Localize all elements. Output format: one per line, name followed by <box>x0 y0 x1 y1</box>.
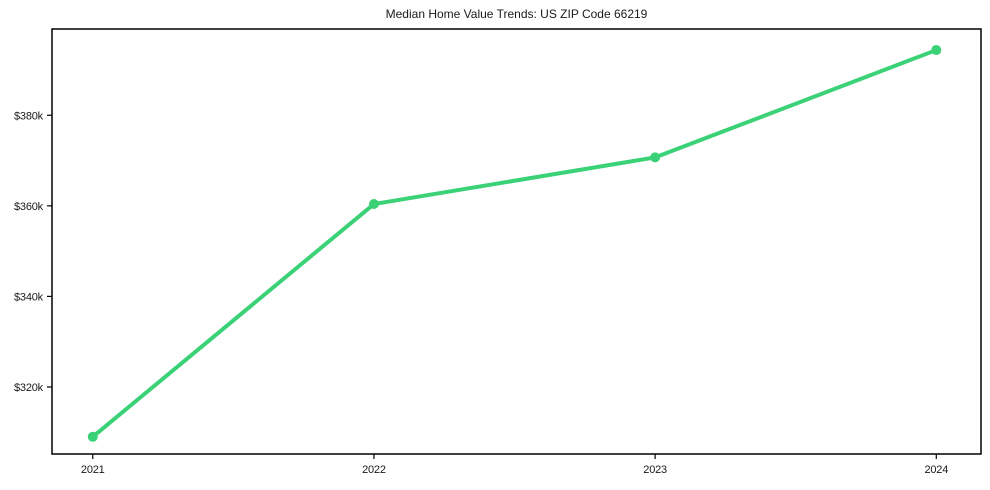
data-point-marker <box>368 199 379 210</box>
data-point-marker <box>87 431 98 442</box>
x-tick-label: 2021 <box>81 464 105 476</box>
data-point-marker <box>650 152 661 163</box>
x-tick-label: 2022 <box>362 464 386 476</box>
y-tick-label: $380k <box>14 110 44 122</box>
x-tick-label: 2024 <box>924 464 948 476</box>
data-point-marker <box>931 45 942 56</box>
x-tick-label: 2023 <box>643 464 667 476</box>
y-tick-label: $340k <box>14 291 44 303</box>
y-tick-label: $360k <box>14 201 44 213</box>
trend-line <box>90 48 939 439</box>
chart-title: Median Home Value Trends: US ZIP Code 66… <box>385 7 648 21</box>
plot-border <box>51 28 982 455</box>
y-tick-label: $320k <box>14 382 44 394</box>
